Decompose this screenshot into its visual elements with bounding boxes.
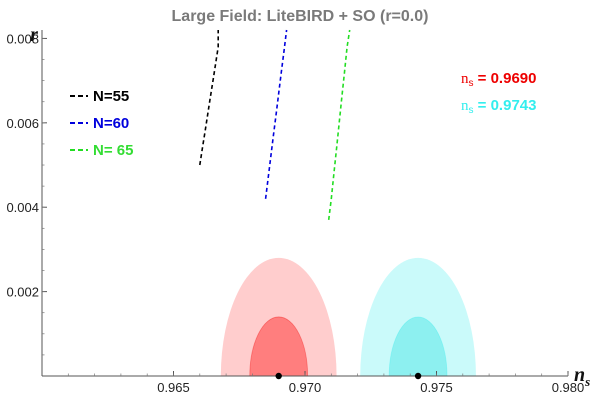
forecast-0-2sigma-region (220, 257, 337, 376)
y-tick-label-1: 0.004 (6, 200, 39, 215)
fiducial-points (275, 372, 422, 380)
x-axis-label-sub: s (584, 374, 590, 389)
x-tick-label-3: 0.980 (552, 380, 585, 395)
legend-label-0: N=55 (93, 88, 129, 105)
series-curves (199, 29, 351, 220)
y-ticks: 0.002 0.004 0.006 0.008 (6, 31, 47, 356)
y-tick-label-3: 0.008 (6, 31, 39, 46)
series-line-2 (327, 29, 351, 220)
legend: N=55 N=60 N= 65 (70, 88, 133, 159)
fiducial-point-0 (275, 372, 282, 380)
x-tick-label-0: 0.965 (157, 380, 190, 395)
forecast-1-1sigma-region (388, 316, 448, 377)
y-axis-label: r (30, 24, 38, 46)
forecast-label-1: ns = 0.9743 (461, 97, 536, 116)
forecast-label-value: = 0.9690 (474, 70, 537, 87)
series-line-0 (199, 30, 219, 166)
fiducial-point-1 (414, 372, 422, 380)
x-axis-label-main: n (574, 364, 585, 386)
forecast-1-2sigma-region (360, 257, 476, 376)
forecast-label-sub: s (469, 78, 474, 89)
y-tick-label-0: 0.002 (6, 285, 39, 300)
legend-label-2: N= 65 (93, 142, 133, 159)
x-tick-label-2: 0.975 (420, 380, 453, 395)
series-line-1 (264, 29, 288, 199)
forecast-label-sub: s (469, 105, 474, 116)
x-ticks: 0.965 0.970 0.975 0.980 (67, 371, 585, 395)
legend-label-1: N=60 (93, 115, 129, 132)
y-tick-label-2: 0.006 (6, 116, 39, 131)
forecast-label-0: ns = 0.9690 (461, 70, 536, 89)
forecast-label-symbol: n (461, 71, 469, 87)
x-axis-label: ns (574, 364, 590, 389)
forecast-label-value: = 0.9743 (474, 97, 537, 114)
forecast-0-1sigma-region (249, 316, 309, 377)
confidence-regions (220, 257, 476, 377)
x-tick-label-1: 0.970 (289, 380, 322, 395)
chart-title: Large Field: LiteBIRD + SO (r=0.0) (172, 8, 429, 25)
forecast-label-symbol: n (461, 98, 469, 114)
